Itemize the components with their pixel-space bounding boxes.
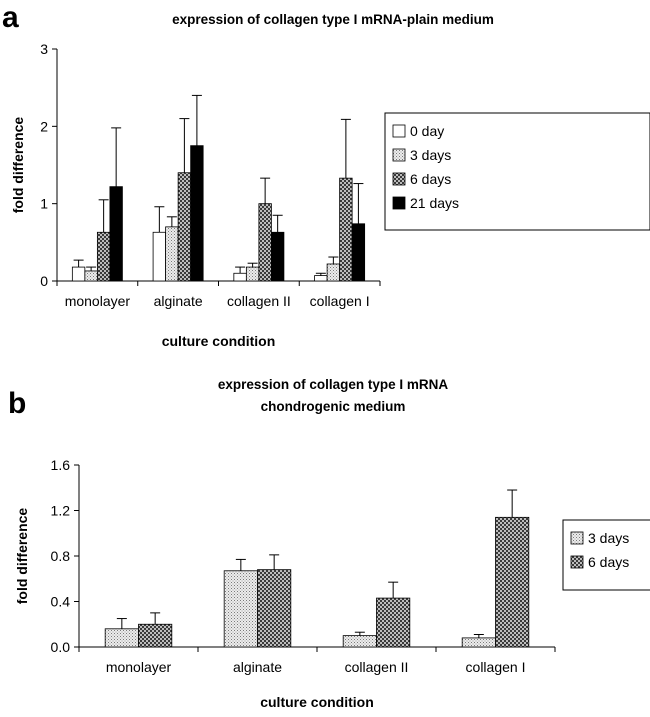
bar-3-days-collagen-i — [326, 263, 341, 282]
y-tick-label: 0.4 — [51, 594, 71, 610]
x-axis-title: culture condition — [162, 333, 276, 349]
category-label-alginate: alginate — [154, 293, 203, 309]
legend-label-21-days: 21 days — [410, 195, 459, 211]
bar-6-days-monolayer — [138, 623, 173, 648]
legend-label-0-day: 0 day — [410, 123, 444, 139]
legend-swatch-6-days — [392, 172, 406, 186]
category-label-collagen-ii: collagen II — [345, 659, 409, 675]
bar-6-days-alginate — [257, 569, 292, 648]
category-label-monolayer: monolayer — [65, 293, 131, 309]
bar-0-day-collagen-ii — [233, 272, 247, 282]
bar-21-days-collagen-i — [351, 223, 366, 282]
bar-3-days-alginate — [223, 570, 258, 648]
chart-panel-a: a expression of collagen type I mRNA-plai… — [2, 1, 650, 349]
bar-6-days-collagen-ii — [376, 597, 411, 648]
category-label-alginate: alginate — [233, 659, 282, 675]
y-tick-label: 0 — [40, 273, 48, 289]
category-label-collagen-i: collagen I — [310, 293, 370, 309]
chart-title: expression of collagen type I mRNA — [218, 377, 449, 392]
y-tick-label: 1.6 — [51, 457, 71, 473]
bar-6-days-monolayer — [96, 231, 111, 282]
y-tick-label: 1 — [40, 196, 48, 212]
bar-6-days-collagen-i — [339, 177, 353, 282]
bar-3-days-alginate — [165, 226, 179, 282]
bar-3-days-collagen-ii — [342, 635, 377, 648]
legend-label-6-days: 6 days — [410, 171, 451, 187]
x-axis-title: culture condition — [260, 694, 374, 710]
category-label-collagen-ii: collagen II — [227, 293, 291, 309]
legend-swatch-6-days — [570, 555, 584, 569]
chart-panel-b: b expression of collagen type I mRNA chond… — [8, 377, 650, 710]
legend-label-3-days: 3 days — [588, 530, 629, 546]
bar-21-days-monolayer — [109, 186, 123, 282]
chart-title: expression of collagen type I mRNA-plain… — [172, 12, 494, 27]
bar-3-days-collagen-i — [461, 637, 496, 648]
y-tick-label: 1.2 — [51, 503, 71, 519]
category-label-collagen-i: collagen I — [466, 659, 526, 675]
bar-6-days-collagen-ii — [258, 203, 272, 282]
y-tick-label: 0.8 — [51, 548, 71, 564]
legend-label-3-days: 3 days — [410, 147, 451, 163]
y-axis-title: fold difference — [14, 508, 30, 605]
bar-3-days-monolayer — [104, 628, 139, 648]
y-tick-label: 0.0 — [51, 639, 71, 655]
chart-title: chondrogenic medium — [261, 399, 406, 414]
bar-6-days-collagen-i — [495, 516, 530, 648]
y-tick-label: 2 — [40, 118, 48, 134]
bar-3-days-monolayer — [84, 270, 98, 282]
bar-3-days-collagen-ii — [245, 266, 260, 282]
legend-swatch-21-days — [392, 196, 406, 210]
legend-label-6-days: 6 days — [588, 554, 629, 570]
category-label-monolayer: monolayer — [106, 659, 172, 675]
bar-0-day-collagen-i — [314, 275, 328, 282]
bar-21-days-collagen-ii — [270, 231, 285, 282]
legend-box — [384, 112, 650, 231]
bar-0-day-monolayer — [71, 266, 86, 282]
y-tick-label: 3 — [40, 41, 48, 57]
legend-swatch-3-days — [392, 148, 406, 162]
bar-0-day-alginate — [152, 231, 167, 282]
legend-swatch-3-days — [570, 531, 584, 545]
bar-6-days-alginate — [177, 172, 192, 282]
y-axis-title: fold difference — [10, 117, 26, 214]
panel-letter: b — [8, 387, 26, 420]
legend-swatch-0-day — [392, 124, 406, 138]
panel-letter: a — [2, 1, 19, 34]
bar-21-days-alginate — [190, 145, 204, 282]
